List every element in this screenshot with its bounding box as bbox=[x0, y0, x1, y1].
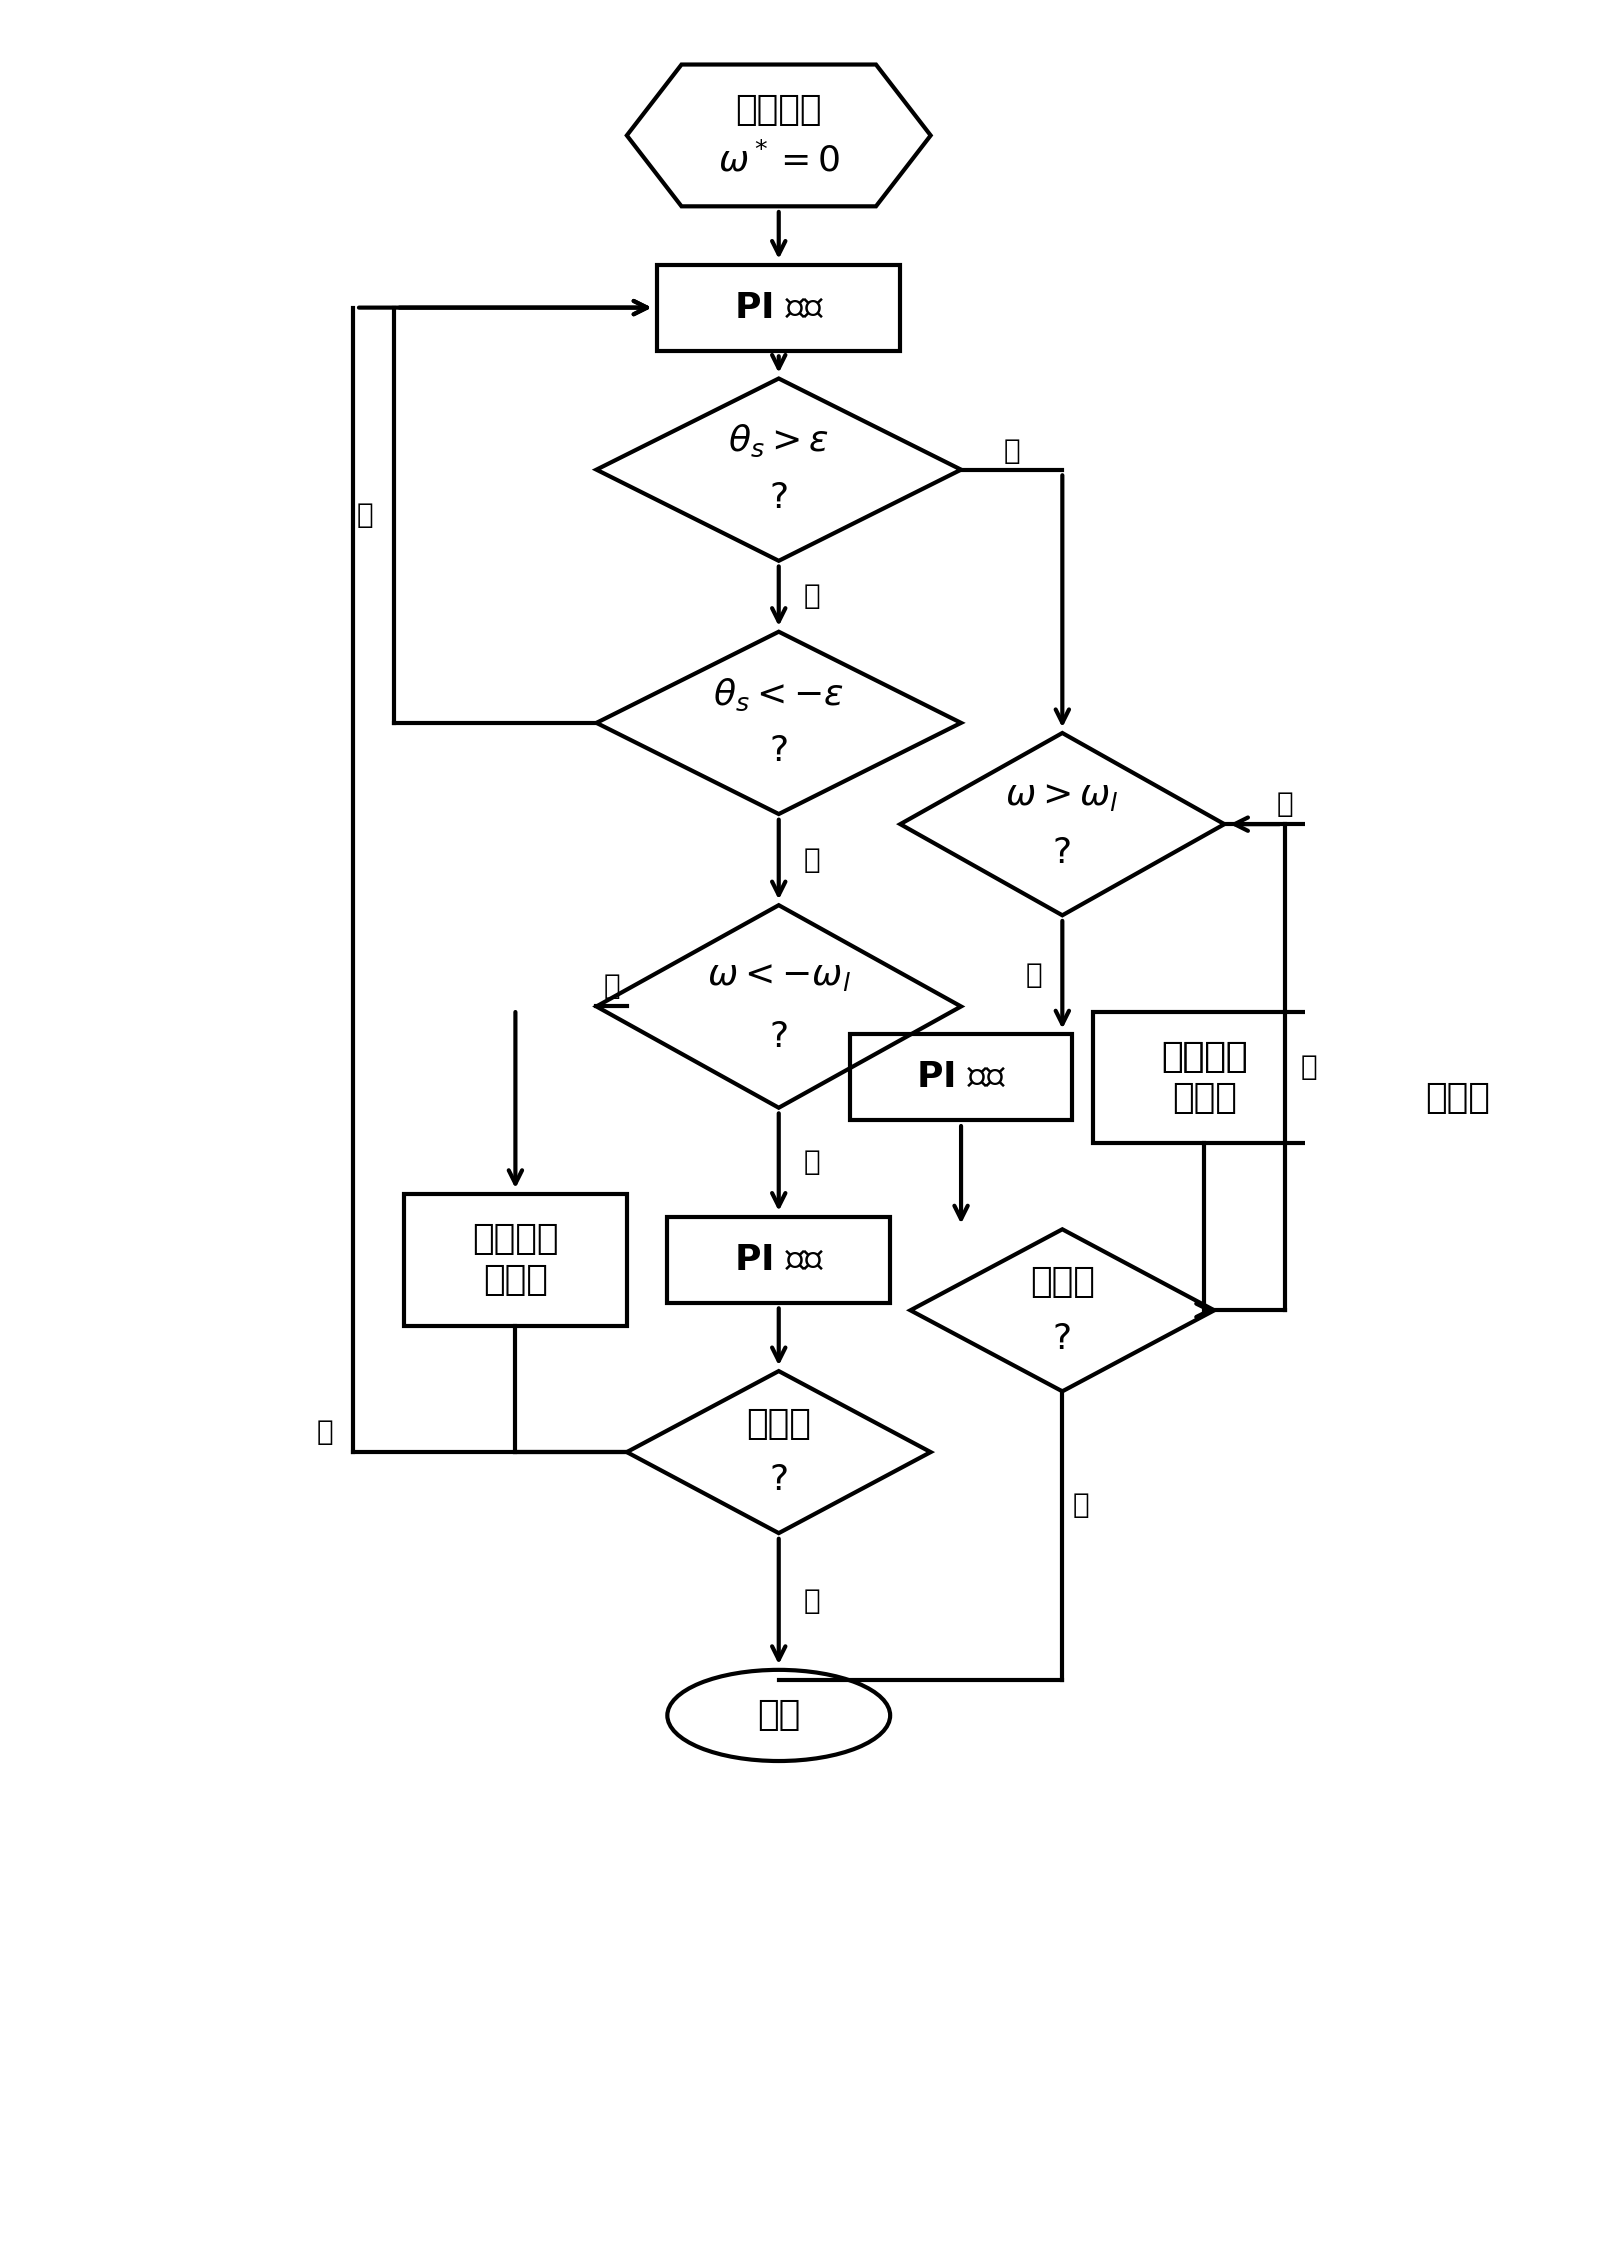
Bar bbox=[668, 1216, 890, 1302]
Text: $\mathbf{PI}$ 控制: $\mathbf{PI}$ 控制 bbox=[733, 291, 825, 325]
Text: ?: ? bbox=[769, 1464, 788, 1498]
Text: 是: 是 bbox=[1072, 1491, 1090, 1518]
Text: 是: 是 bbox=[1277, 790, 1293, 819]
Text: 否: 否 bbox=[804, 582, 821, 611]
Text: $\theta_s>\varepsilon$: $\theta_s>\varepsilon$ bbox=[729, 424, 829, 460]
Text: 否: 否 bbox=[1301, 1054, 1317, 1081]
Text: 否: 否 bbox=[804, 1148, 821, 1175]
Text: ?: ? bbox=[769, 1020, 788, 1054]
Text: 零伺服: 零伺服 bbox=[746, 1408, 812, 1442]
Text: 无静差预: 无静差预 bbox=[1160, 1040, 1248, 1074]
Text: 测控制: 测控制 bbox=[1425, 1081, 1489, 1114]
Text: 测控制: 测控制 bbox=[1171, 1081, 1237, 1114]
Text: $\omega>\omega_l$: $\omega>\omega_l$ bbox=[1005, 778, 1119, 812]
Text: 零伺服: 零伺服 bbox=[1029, 1266, 1095, 1299]
Text: $\omega^*=0$: $\omega^*=0$ bbox=[718, 142, 841, 178]
Text: $\mathbf{PI}$ 控制: $\mathbf{PI}$ 控制 bbox=[733, 1243, 825, 1277]
Text: $\omega<-\omega_l$: $\omega<-\omega_l$ bbox=[706, 959, 850, 993]
Bar bbox=[404, 1193, 626, 1327]
Text: 无静差预: 无静差预 bbox=[471, 1223, 559, 1257]
Text: 是: 是 bbox=[604, 972, 620, 999]
Text: ?: ? bbox=[1053, 835, 1072, 869]
Bar bbox=[1093, 1011, 1315, 1144]
Text: ?: ? bbox=[769, 733, 788, 769]
Text: 否: 否 bbox=[316, 1417, 332, 1446]
Bar bbox=[850, 1033, 1072, 1121]
Text: 否: 否 bbox=[356, 501, 374, 530]
Text: 包闸打开: 包闸打开 bbox=[735, 92, 821, 126]
Text: 结束: 结束 bbox=[757, 1699, 801, 1733]
Text: 是: 是 bbox=[804, 1588, 821, 1615]
Text: 无静差预: 无静差预 bbox=[1160, 1040, 1248, 1074]
Text: $\theta_s<-\varepsilon$: $\theta_s<-\varepsilon$ bbox=[713, 677, 844, 713]
Text: 否: 否 bbox=[1026, 961, 1042, 988]
Text: 是: 是 bbox=[1004, 438, 1020, 465]
Text: $\mathbf{PI}$ 控制: $\mathbf{PI}$ 控制 bbox=[916, 1060, 1007, 1094]
Text: ?: ? bbox=[769, 481, 788, 514]
Text: ?: ? bbox=[1053, 1322, 1072, 1356]
Bar bbox=[657, 264, 900, 350]
Text: 是: 是 bbox=[804, 846, 821, 873]
Text: 测控制: 测控制 bbox=[483, 1263, 548, 1297]
